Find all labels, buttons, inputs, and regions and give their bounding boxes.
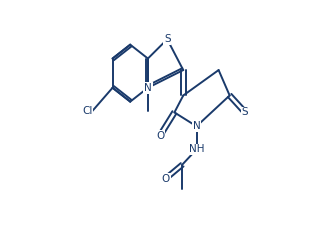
Text: Cl: Cl	[82, 106, 92, 116]
Text: N: N	[193, 121, 200, 131]
Text: O: O	[161, 174, 170, 184]
Text: O: O	[156, 131, 164, 140]
Text: S: S	[164, 34, 171, 44]
Text: S: S	[242, 107, 249, 117]
Text: N: N	[144, 83, 152, 93]
Text: NH: NH	[189, 144, 204, 154]
